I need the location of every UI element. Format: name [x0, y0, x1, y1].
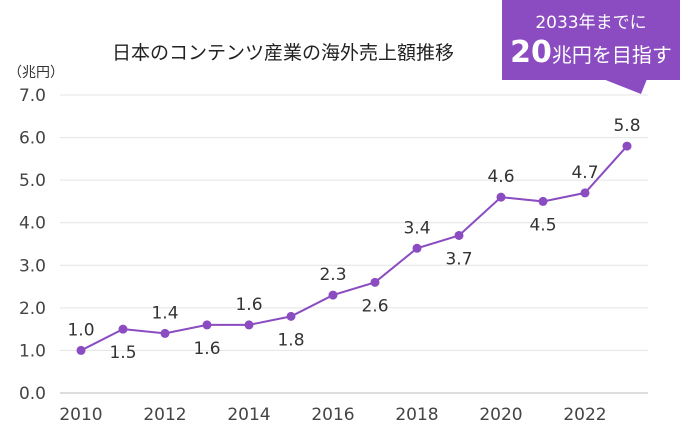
data-label: 4.5 — [529, 215, 556, 235]
callout-line1: 2033年までに — [535, 13, 647, 33]
y-axis-unit: （兆円） — [8, 65, 64, 81]
data-point — [118, 324, 128, 334]
data-point — [328, 290, 338, 300]
data-label: 5.8 — [613, 116, 640, 136]
x-tick-label: 2014 — [227, 405, 270, 425]
x-tick-label: 2016 — [311, 405, 354, 425]
x-tick-label: 2022 — [563, 405, 606, 425]
x-tick-label: 2018 — [395, 405, 438, 425]
data-label: 3.7 — [445, 249, 472, 269]
data-label: 4.7 — [571, 163, 598, 183]
data-point — [580, 188, 590, 198]
data-label: 1.6 — [193, 339, 220, 359]
data-label: 2.6 — [361, 296, 388, 316]
y-tick-label: 2.0 — [19, 299, 46, 319]
y-tick-label: 4.0 — [19, 214, 46, 234]
data-point — [538, 196, 548, 206]
data-point — [286, 311, 296, 321]
callout-pointer — [603, 79, 647, 94]
data-point — [160, 328, 170, 338]
y-tick-label: 5.0 — [19, 171, 46, 191]
x-tick-label: 2010 — [59, 405, 102, 425]
data-label: 1.6 — [235, 295, 262, 315]
data-label: 1.5 — [109, 343, 136, 363]
data-label: 4.6 — [487, 167, 514, 187]
data-label: 1.0 — [67, 320, 94, 340]
data-label: 1.8 — [277, 330, 304, 350]
series-line — [80, 145, 628, 352]
data-point — [370, 277, 380, 287]
data-point — [76, 345, 86, 355]
data-point — [202, 320, 212, 330]
x-tick-label: 2012 — [143, 405, 186, 425]
data-point — [454, 230, 464, 240]
data-point — [244, 320, 254, 330]
callout-number: 20 — [510, 35, 552, 70]
data-point — [412, 243, 422, 253]
y-tick-label: 7.0 — [19, 86, 46, 106]
y-tick-label: 1.0 — [19, 341, 46, 361]
target-callout: 2033年までに 20兆円を目指す — [502, 0, 680, 80]
data-point — [622, 141, 632, 151]
data-label: 1.4 — [151, 303, 178, 323]
chart-title: 日本のコンテンツ産業の海外売上額推移 — [112, 42, 455, 64]
y-tick-label: 3.0 — [19, 256, 46, 276]
data-point — [496, 192, 506, 202]
data-label: 3.4 — [403, 218, 430, 238]
y-tick-label: 6.0 — [19, 129, 46, 149]
x-tick-label: 2020 — [479, 405, 522, 425]
callout-text: 兆円を目指す — [551, 43, 672, 67]
data-label: 2.3 — [319, 265, 346, 285]
y-tick-label: 0.0 — [19, 384, 46, 404]
